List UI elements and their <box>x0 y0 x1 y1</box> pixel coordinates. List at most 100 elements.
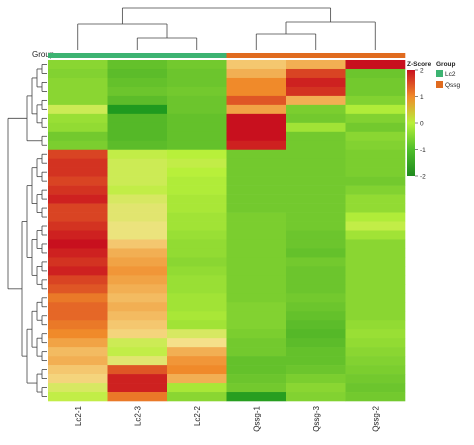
heatmap-cell <box>226 68 287 79</box>
heatmap-cell <box>345 104 406 115</box>
heatmap-cell <box>107 338 168 348</box>
zscore-tick-label: 2 <box>420 68 424 75</box>
zscore-tick-label: 0 <box>420 121 424 128</box>
legend: Z-Score Group 2 1 0 -1 -2 Lc2 Qssg <box>407 61 461 181</box>
heatmap-cell <box>107 86 168 97</box>
heatmap-cell <box>226 302 287 312</box>
heatmap-cell <box>167 248 227 258</box>
heatmap-cell <box>107 221 168 231</box>
heatmap-cell <box>107 311 168 321</box>
heatmap-cell <box>167 203 227 213</box>
heatmap-cell <box>226 60 287 70</box>
heatmap-cell <box>345 329 406 339</box>
heatmap-cell <box>48 113 108 124</box>
heatmap-cell <box>286 140 346 151</box>
heatmap-cell <box>345 167 406 177</box>
heatmap-cell <box>286 176 346 186</box>
heatmap-cell <box>226 275 287 285</box>
heatmap-cell <box>286 284 346 294</box>
heatmap-cell <box>286 365 346 375</box>
heatmap-cell <box>345 221 406 231</box>
heatmap-cell <box>48 383 108 393</box>
heatmap-cell <box>286 221 346 231</box>
group-bar-label: Group <box>32 50 55 59</box>
column-label: Qssg-3 <box>312 405 321 431</box>
heatmap-cell <box>107 329 168 339</box>
heatmap-cell <box>286 203 346 213</box>
heatmap-cell <box>107 60 168 70</box>
heatmap-cell <box>286 311 346 321</box>
heatmap-cell <box>48 284 108 294</box>
heatmap-cell <box>107 284 168 294</box>
heatmap-cell <box>48 347 108 357</box>
heatmap-cell <box>167 104 227 115</box>
heatmap-cell <box>48 131 108 142</box>
heatmap-cell <box>48 239 108 249</box>
heatmap-cell <box>107 167 168 177</box>
column-label: Lc2-3 <box>133 405 142 426</box>
group-legend-label: Lc2 <box>445 71 456 78</box>
heatmap-cell <box>345 266 406 276</box>
heatmap-cell <box>107 257 168 267</box>
heatmap-cell <box>226 158 287 168</box>
heatmap-cell <box>286 347 346 357</box>
heatmap-cell <box>48 122 108 133</box>
heatmap-cell <box>226 194 287 204</box>
heatmap-cell <box>345 257 406 267</box>
column-dendrogram <box>77 7 376 50</box>
heatmap-cell <box>107 293 168 303</box>
zscore-tick-label: -1 <box>420 147 426 154</box>
heatmap-cell <box>107 140 168 151</box>
heatmap-cell <box>167 230 227 240</box>
heatmap-cell <box>107 248 168 258</box>
heatmap-cell <box>48 158 108 168</box>
group-bar-segment <box>167 53 227 58</box>
heatmap-cell <box>345 122 406 133</box>
zscore-tick-label: -2 <box>420 174 426 181</box>
zscore-legend-title: Z-Score <box>407 61 432 68</box>
heatmap-cell <box>345 212 406 222</box>
heatmap-cell <box>107 68 168 79</box>
heatmap-cell <box>107 95 168 106</box>
heatmap-cell <box>286 356 346 366</box>
heatmap-cell <box>345 284 406 294</box>
heatmap-cell <box>48 320 108 330</box>
heatmap-cell <box>48 221 108 231</box>
heatmap-cell <box>48 275 108 285</box>
heatmap-cell <box>286 77 346 88</box>
heatmap-cell <box>107 122 168 133</box>
column-labels: Lc2-1 Lc2-3 Lc2-2 Qssg-1 Qssg-3 Qssg-2 <box>74 405 381 431</box>
heatmap-cell <box>167 374 227 384</box>
heatmap-cell <box>167 392 227 402</box>
heatmap-cell <box>286 68 346 79</box>
heatmap-cell <box>107 374 168 384</box>
heatmap-cell <box>286 293 346 303</box>
heatmap-cell <box>226 140 287 151</box>
heatmap-cell <box>107 392 168 402</box>
heatmap-cell <box>48 95 108 106</box>
heatmap-cell <box>167 275 227 285</box>
heatmap-cell <box>345 77 406 88</box>
heatmap-cell <box>345 275 406 285</box>
heatmap-cell <box>345 302 406 312</box>
heatmap-cell <box>286 104 346 115</box>
group-bar-segment <box>286 53 346 58</box>
heatmap-cell <box>226 257 287 267</box>
heatmap-cell <box>226 113 287 124</box>
heatmap-cell <box>167 338 227 348</box>
heatmap-cell <box>167 302 227 312</box>
heatmap-cell <box>226 167 287 177</box>
heatmap-cell <box>167 131 227 142</box>
heatmap-cell <box>48 356 108 366</box>
heatmap-cell <box>345 374 406 384</box>
heatmap-cell <box>226 284 287 294</box>
heatmap-cell <box>48 329 108 339</box>
heatmap-cell <box>345 383 406 393</box>
heatmap-cell <box>167 77 227 88</box>
heatmap-cell <box>345 320 406 330</box>
heatmap-cell <box>107 347 168 357</box>
heatmap-cell <box>345 158 406 168</box>
heatmap-cell <box>226 329 287 339</box>
group-annotation-bar <box>48 53 406 58</box>
